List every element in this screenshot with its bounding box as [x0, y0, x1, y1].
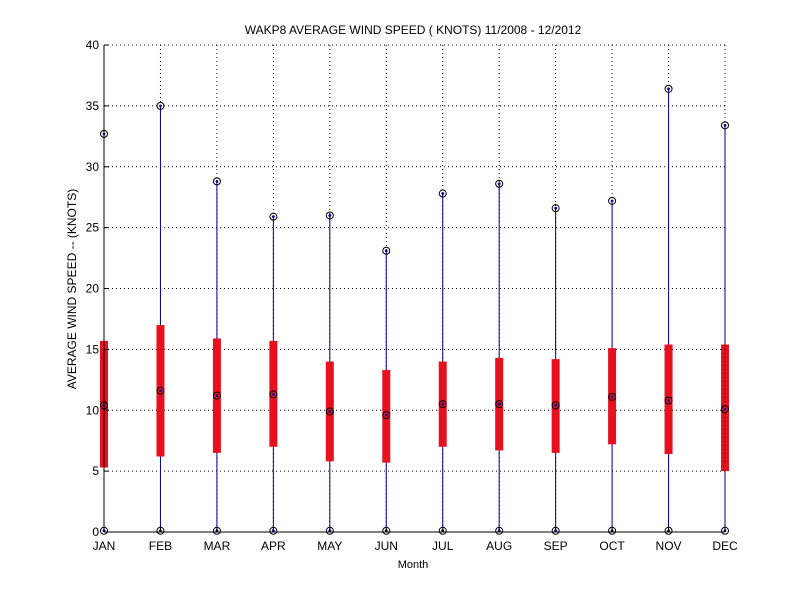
median-marker-ring [212, 391, 221, 400]
y-tick-label: 10 [86, 403, 100, 417]
median-marker-ring [495, 400, 504, 409]
max-marker-dot [441, 192, 445, 195]
max-marker-ring [269, 212, 278, 221]
max-marker-dot [554, 206, 558, 210]
y-axis-label: AVERAGE WIND SPEED -- (KNOTS) [65, 189, 79, 389]
chart-title: WAKP8 AVERAGE WIND SPEED ( KNOTS) 11/200… [245, 23, 582, 37]
axes: 0 5 10 15 20 25 30 35 40 JAN FEB MAR APR MAY JUN JUL AUG… [86, 38, 738, 553]
max-marker-ring [382, 246, 391, 255]
x-axis-label: Month [398, 559, 429, 571]
median-marker-dot [384, 413, 388, 417]
max-marker-dot [384, 249, 388, 253]
x-tick-label: APR [261, 539, 286, 553]
max-marker-dot [328, 214, 332, 217]
max-marker-ring [608, 196, 617, 205]
max-marker-ring [212, 177, 221, 186]
x-tick-label: MAY [317, 539, 342, 553]
y-tick-label: 40 [86, 38, 100, 52]
median-marker-ring [156, 386, 165, 395]
median-marker-dot [441, 402, 445, 406]
x-tick-label: OCT [599, 539, 625, 553]
max-marker-dot [159, 104, 162, 108]
max-marker-dot [610, 199, 614, 203]
median-marker-ring [269, 390, 278, 399]
x-tick-label: NOV [656, 539, 682, 553]
x-tick-label: DEC [712, 539, 738, 553]
y-tick-label: 0 [92, 525, 99, 539]
median-marker-dot [271, 393, 275, 396]
y-tick-label: 5 [92, 464, 99, 478]
y-tick-label: 30 [86, 160, 100, 174]
median-marker-ring [325, 407, 334, 416]
x-tick-label: SEP [544, 539, 568, 553]
x-tick-label: JUL [432, 539, 454, 553]
max-marker-dot [271, 215, 275, 219]
boxplot-marks [100, 84, 729, 535]
max-marker-dot [497, 182, 501, 186]
median-marker-ring [608, 392, 617, 401]
median-marker-dot [497, 402, 501, 406]
median-marker-dot [554, 403, 558, 407]
max-marker-ring [551, 204, 560, 213]
y-tick-label: 35 [86, 99, 100, 113]
max-marker-ring [156, 101, 165, 110]
max-marker-ring [438, 189, 447, 198]
median-marker-dot [667, 399, 670, 402]
median-marker-dot [159, 389, 162, 393]
max-marker-ring [664, 84, 673, 93]
median-marker-dot [610, 395, 614, 399]
median-marker-dot [215, 394, 219, 398]
x-tick-label: JAN [93, 539, 116, 553]
median-marker-ring [438, 400, 447, 409]
median-marker-ring [551, 401, 560, 410]
x-tick-label: MAR [204, 539, 231, 553]
max-marker-dot [215, 179, 219, 183]
max-marker-ring [325, 211, 334, 220]
median-marker-ring [382, 411, 391, 420]
x-tick-label: FEB [149, 539, 172, 553]
y-tick-label: 25 [86, 221, 100, 235]
x-tick-label: JUN [375, 539, 398, 553]
median-marker-dot [328, 410, 332, 413]
y-tick-label: 20 [86, 282, 100, 296]
max-marker-dot [667, 87, 670, 91]
max-marker-ring [495, 179, 504, 188]
median-marker-ring [664, 396, 673, 405]
x-tick-label: AUG [486, 539, 512, 553]
y-tick-label: 15 [86, 342, 100, 356]
grid [104, 45, 725, 532]
